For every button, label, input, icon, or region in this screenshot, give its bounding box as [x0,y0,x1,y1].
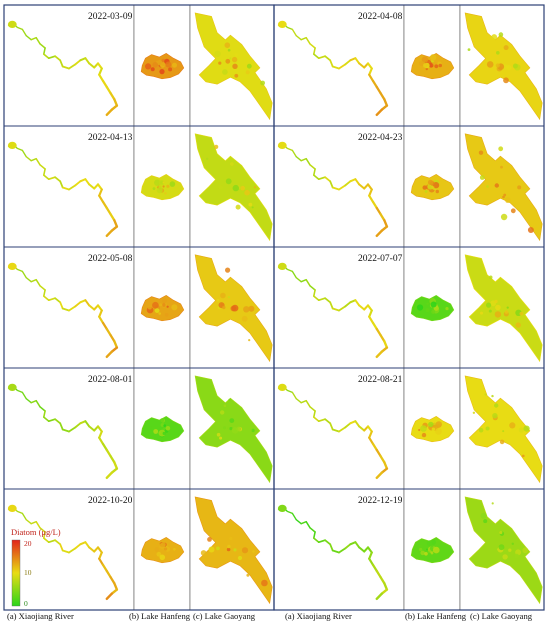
lake-gaoyang-map-2022-08-01 [194,375,273,484]
panel-2022-03-09: 2022-03-09 [3,4,275,127]
lake-hanfeng-map-2022-08-21 [410,416,455,443]
legend-title: Diatom (μg/L) [11,527,61,537]
lake-gaoyang-map-2022-04-08 [464,12,543,121]
lake-hanfeng-map-2022-05-08 [140,295,185,322]
caption-xiaojiang-river-left: (a) Xiaojiang River [7,611,74,621]
lake-hanfeng-map-2022-04-23 [410,174,455,201]
date-label-2022-08-21: 2022-08-21 [358,375,403,385]
panel-2022-07-07: 2022-07-07 [273,246,545,369]
lake-hanfeng-map-2022-08-01 [140,416,185,443]
panel-2022-04-23: 2022-04-23 [273,125,545,248]
date-label-2022-03-09: 2022-03-09 [88,12,133,22]
legend-tick-min: 0 [24,599,28,608]
lake-gaoyang-map-2022-05-08 [194,254,273,363]
lake-gaoyang-map-2022-12-19 [464,496,543,605]
xiaojiang-river-map-2022-03-09 [7,20,119,117]
xiaojiang-river-map-2022-10-20 [7,504,119,601]
date-label-2022-04-08: 2022-04-08 [358,12,403,22]
date-label-2022-12-19: 2022-12-19 [358,496,403,506]
lake-hanfeng-map-2022-07-07 [410,295,455,322]
panel-2022-08-01: 2022-08-01 [3,367,275,490]
lake-gaoyang-map-2022-07-07 [464,254,543,363]
legend-tick-max: 20 [24,539,32,548]
panel-2022-04-13: 2022-04-13 [3,125,275,248]
frame-right [273,4,545,611]
lake-hanfeng-map-2022-12-19 [410,537,455,564]
xiaojiang-river-map-2022-04-23 [277,141,389,238]
panel-2022-04-08: 2022-04-08 [273,4,545,127]
legend-tick-mid: 10 [24,568,32,577]
diatom-legend: Diatom (μg/L) 20 10 0 [11,527,61,608]
caption-lake-hanfeng-right: (b) Lake Hanfeng [405,611,467,621]
date-label-2022-08-01: 2022-08-01 [88,375,133,385]
panel-2022-08-21: 2022-08-21 [273,367,545,490]
panel-2022-05-08: 2022-05-08 [3,246,275,369]
xiaojiang-river-map-2022-08-21 [277,383,389,480]
lake-hanfeng-map-2022-10-20 [140,537,185,564]
caption-lake-gaoyang-right: (c) Lake Gaoyang [470,611,533,621]
lake-gaoyang-map-2022-10-20 [194,496,273,605]
lake-gaoyang-map-2022-04-23 [464,133,543,242]
lake-gaoyang-map-2022-03-09 [194,12,273,121]
xiaojiang-river-map-2022-08-01 [7,383,119,480]
panel-2022-10-20: 2022-10-20 [3,488,275,611]
lake-hanfeng-map-2022-03-09 [140,53,185,80]
caption-xiaojiang-river-right: (a) Xiaojiang River [285,611,352,621]
date-label-2022-05-08: 2022-05-08 [88,254,133,264]
lake-hanfeng-map-2022-04-13 [140,174,185,201]
caption-lake-hanfeng-left: (b) Lake Hanfeng [129,611,191,621]
lake-gaoyang-map-2022-04-13 [194,133,273,242]
caption-lake-gaoyang-left: (c) Lake Gaoyang [193,611,256,621]
date-label-2022-10-20: 2022-10-20 [88,496,133,506]
date-label-2022-04-23: 2022-04-23 [358,133,403,143]
lake-gaoyang-map-2022-08-21 [464,375,543,484]
xiaojiang-river-map-2022-07-07 [277,262,389,359]
xiaojiang-river-map-2022-05-08 [7,262,119,359]
date-label-2022-04-13: 2022-04-13 [88,133,133,143]
legend-colorbar [11,539,21,607]
xiaojiang-river-map-2022-04-13 [7,141,119,238]
lake-hanfeng-map-2022-04-08 [410,53,455,80]
date-label-2022-07-07: 2022-07-07 [358,254,403,264]
panel-2022-12-19: 2022-12-19 [273,488,545,611]
xiaojiang-river-map-2022-04-08 [277,20,389,117]
xiaojiang-river-map-2022-12-19 [277,504,389,601]
